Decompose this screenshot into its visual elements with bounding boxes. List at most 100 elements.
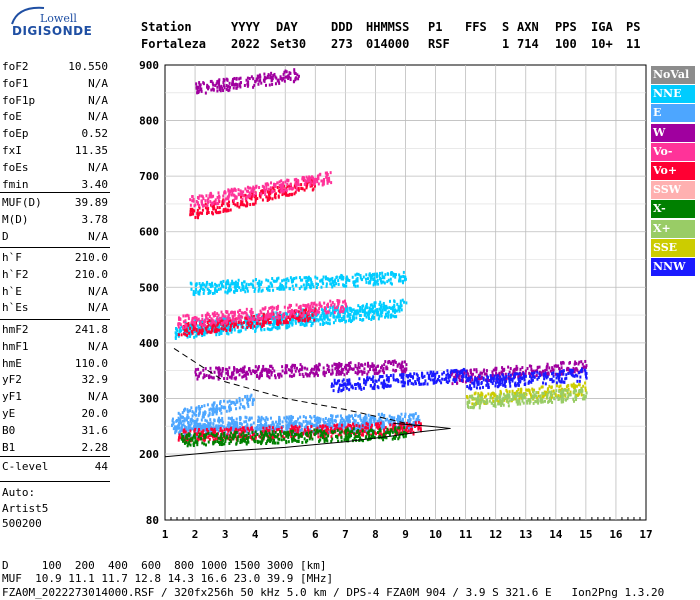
data-point-e <box>228 399 231 403</box>
data-point-vo <box>394 429 397 433</box>
data-point-w <box>475 378 478 382</box>
data-point-vo <box>206 317 209 321</box>
data-point-e <box>193 419 196 423</box>
data-point-vo <box>333 306 336 310</box>
data-point-vo <box>298 315 301 319</box>
param-name: B1 <box>2 440 16 454</box>
data-point-nne <box>322 313 325 317</box>
data-point-nne <box>333 280 336 284</box>
data-point-vo <box>356 431 359 435</box>
data-point-nne <box>375 280 378 284</box>
data-point-vo <box>273 193 276 197</box>
data-point-vo <box>248 317 251 321</box>
data-point-vo <box>255 185 258 189</box>
data-point-nne <box>268 285 271 289</box>
data-point-e <box>211 407 214 411</box>
data-point-e <box>233 420 236 424</box>
data-point-nne <box>373 273 376 277</box>
data-point-e <box>192 411 195 415</box>
data-point-w <box>325 371 328 375</box>
data-point-nne <box>188 334 191 338</box>
data-point-vo <box>234 321 237 325</box>
data-point-nne <box>325 314 328 318</box>
data-point-e <box>412 421 415 425</box>
x-tick-label: 8 <box>372 528 379 541</box>
data-point-vo <box>194 322 197 326</box>
data-point-e <box>306 422 309 426</box>
data-point-vo <box>203 433 206 437</box>
data-point-nne <box>299 278 302 282</box>
data-point-w <box>326 367 329 371</box>
data-point-vo <box>233 432 236 436</box>
data-point-e <box>175 419 178 423</box>
data-point-nne <box>303 309 306 313</box>
data-point-w <box>519 374 522 378</box>
data-point-e <box>401 419 404 423</box>
data-point-e <box>195 426 198 430</box>
data-point-w <box>254 365 257 369</box>
data-point-vo <box>305 175 308 179</box>
data-point-vo <box>206 198 209 202</box>
data-point-vo <box>402 424 405 428</box>
data-point-nne <box>355 312 358 316</box>
data-point-vo <box>230 321 233 325</box>
data-point-e <box>356 421 359 425</box>
param-row-b1: B1 2.28 <box>2 441 108 458</box>
data-point-nne <box>403 278 406 282</box>
data-point-w <box>384 360 387 364</box>
data-point-nne <box>325 314 328 318</box>
data-point-vo <box>275 307 278 311</box>
data-point-vo <box>241 426 244 430</box>
data-point-vo <box>340 305 343 309</box>
x-tick-label: 10 <box>429 528 442 541</box>
data-point-w <box>216 85 219 89</box>
data-point-nne <box>308 315 311 319</box>
data-point-nne <box>326 311 329 315</box>
data-point-nne <box>386 306 389 310</box>
data-point-vo <box>291 192 294 196</box>
data-point-e <box>255 429 258 433</box>
data-point-vo <box>246 316 249 320</box>
data-point-nne <box>219 329 222 333</box>
data-point-nne <box>368 311 371 315</box>
data-point-vo <box>268 437 271 441</box>
data-point-e <box>209 421 212 425</box>
data-point-vo <box>207 207 210 211</box>
data-point-vo <box>319 435 322 439</box>
data-point-vo <box>239 193 242 197</box>
data-point-nne <box>331 279 334 283</box>
data-point-w <box>259 373 262 377</box>
data-point-nne <box>270 316 273 320</box>
data-point-vo <box>343 431 346 435</box>
data-point-x <box>189 443 192 447</box>
data-point-e <box>243 406 246 410</box>
data-point-nne <box>281 317 284 321</box>
data-point-e <box>374 417 377 421</box>
data-point-e <box>211 432 214 436</box>
data-point-vo <box>184 437 187 441</box>
data-point-vo <box>233 325 236 329</box>
data-point-nne <box>328 309 331 313</box>
data-point-e <box>409 413 412 417</box>
data-point-nne <box>346 307 349 311</box>
data-point-nne <box>203 318 206 322</box>
data-point-vo <box>276 181 279 185</box>
param-name: yF1 <box>2 390 22 404</box>
data-point-vo <box>393 426 396 430</box>
data-point-vo <box>278 317 281 321</box>
data-point-w <box>341 370 344 374</box>
data-point-nne <box>246 287 249 291</box>
data-point-w <box>268 368 271 372</box>
data-point-w <box>485 372 488 376</box>
data-point-vo <box>212 430 215 434</box>
data-point-e <box>392 421 395 425</box>
data-point-vo <box>204 320 207 324</box>
data-point-vo <box>231 191 234 195</box>
data-point-nne <box>215 320 218 324</box>
data-point-nne <box>365 311 368 315</box>
data-point-e <box>229 424 232 428</box>
data-point-e <box>319 431 322 435</box>
data-point-vo <box>253 195 256 199</box>
data-point-vo <box>222 200 225 204</box>
data-point-w <box>400 366 403 370</box>
